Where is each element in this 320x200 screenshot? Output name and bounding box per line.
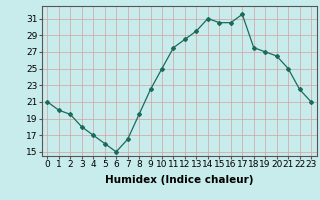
X-axis label: Humidex (Indice chaleur): Humidex (Indice chaleur)	[105, 175, 253, 185]
